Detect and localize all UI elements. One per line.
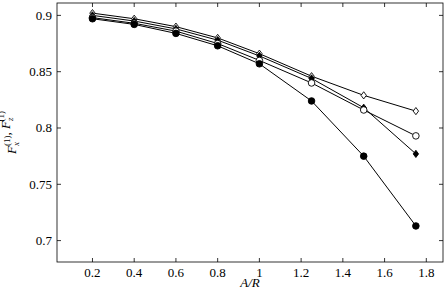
x-tick-label: 1.4 xyxy=(335,265,352,280)
y-tick xyxy=(57,240,61,241)
y-tick xyxy=(57,15,61,16)
x-tick-label: 0.4 xyxy=(126,265,143,280)
data-point xyxy=(413,133,420,140)
x-tick xyxy=(217,258,218,262)
x-tick xyxy=(426,3,427,7)
data-point xyxy=(413,150,418,157)
y-tick xyxy=(439,240,443,241)
x-tick-label: 1.8 xyxy=(418,265,434,280)
data-point xyxy=(89,15,96,22)
x-tick xyxy=(92,258,93,262)
series-line xyxy=(92,15,415,154)
plot-area xyxy=(89,10,419,230)
data-point xyxy=(214,42,221,49)
x-tick xyxy=(301,258,302,262)
x-tick-label: 0.8 xyxy=(210,265,226,280)
y-tick xyxy=(57,71,61,72)
y-tick-label: 0.8 xyxy=(36,120,52,135)
y-tick-label: 0.85 xyxy=(29,64,52,79)
data-point xyxy=(308,80,315,87)
x-axis-label: A/R xyxy=(239,275,260,290)
y-tick xyxy=(57,184,61,185)
series-line xyxy=(92,19,415,226)
x-tick xyxy=(342,258,343,262)
series-line xyxy=(92,18,415,136)
x-tick xyxy=(426,258,427,262)
x-tick-label: 0.6 xyxy=(168,265,185,280)
x-tick xyxy=(217,3,218,7)
data-point xyxy=(413,223,420,230)
data-point xyxy=(173,30,180,37)
plot-frame xyxy=(57,3,443,262)
x-tick xyxy=(134,3,135,7)
series-line xyxy=(92,13,415,111)
x-tick xyxy=(175,258,176,262)
y-tick-label: 0.9 xyxy=(36,8,52,23)
chart: 0.20.40.60.811.21.41.61.80.70.750.80.850… xyxy=(0,0,445,291)
x-tick xyxy=(384,3,385,7)
data-point xyxy=(361,92,366,99)
x-tick xyxy=(134,258,135,262)
x-tick xyxy=(259,3,260,7)
y-axis-label: Fx(1), Fz(1) xyxy=(0,111,21,155)
y-tick xyxy=(439,184,443,185)
x-tick-label: 1.2 xyxy=(293,265,309,280)
y-tick-label: 0.75 xyxy=(29,177,52,192)
y-tick xyxy=(57,127,61,128)
data-point xyxy=(360,107,367,114)
x-tick-label: 1.6 xyxy=(376,265,393,280)
x-tick xyxy=(342,3,343,7)
data-point xyxy=(308,98,315,105)
y-tick-label: 0.7 xyxy=(36,233,53,248)
data-point xyxy=(256,61,263,68)
x-tick xyxy=(175,3,176,7)
y-tick xyxy=(439,15,443,16)
data-point xyxy=(413,108,418,115)
data-point xyxy=(131,21,138,28)
y-tick xyxy=(439,71,443,72)
x-tick xyxy=(384,258,385,262)
x-tick xyxy=(259,258,260,262)
data-point xyxy=(360,153,367,160)
y-tick xyxy=(439,127,443,128)
x-tick xyxy=(92,3,93,7)
x-tick xyxy=(301,3,302,7)
x-tick-label: 0.2 xyxy=(84,265,100,280)
